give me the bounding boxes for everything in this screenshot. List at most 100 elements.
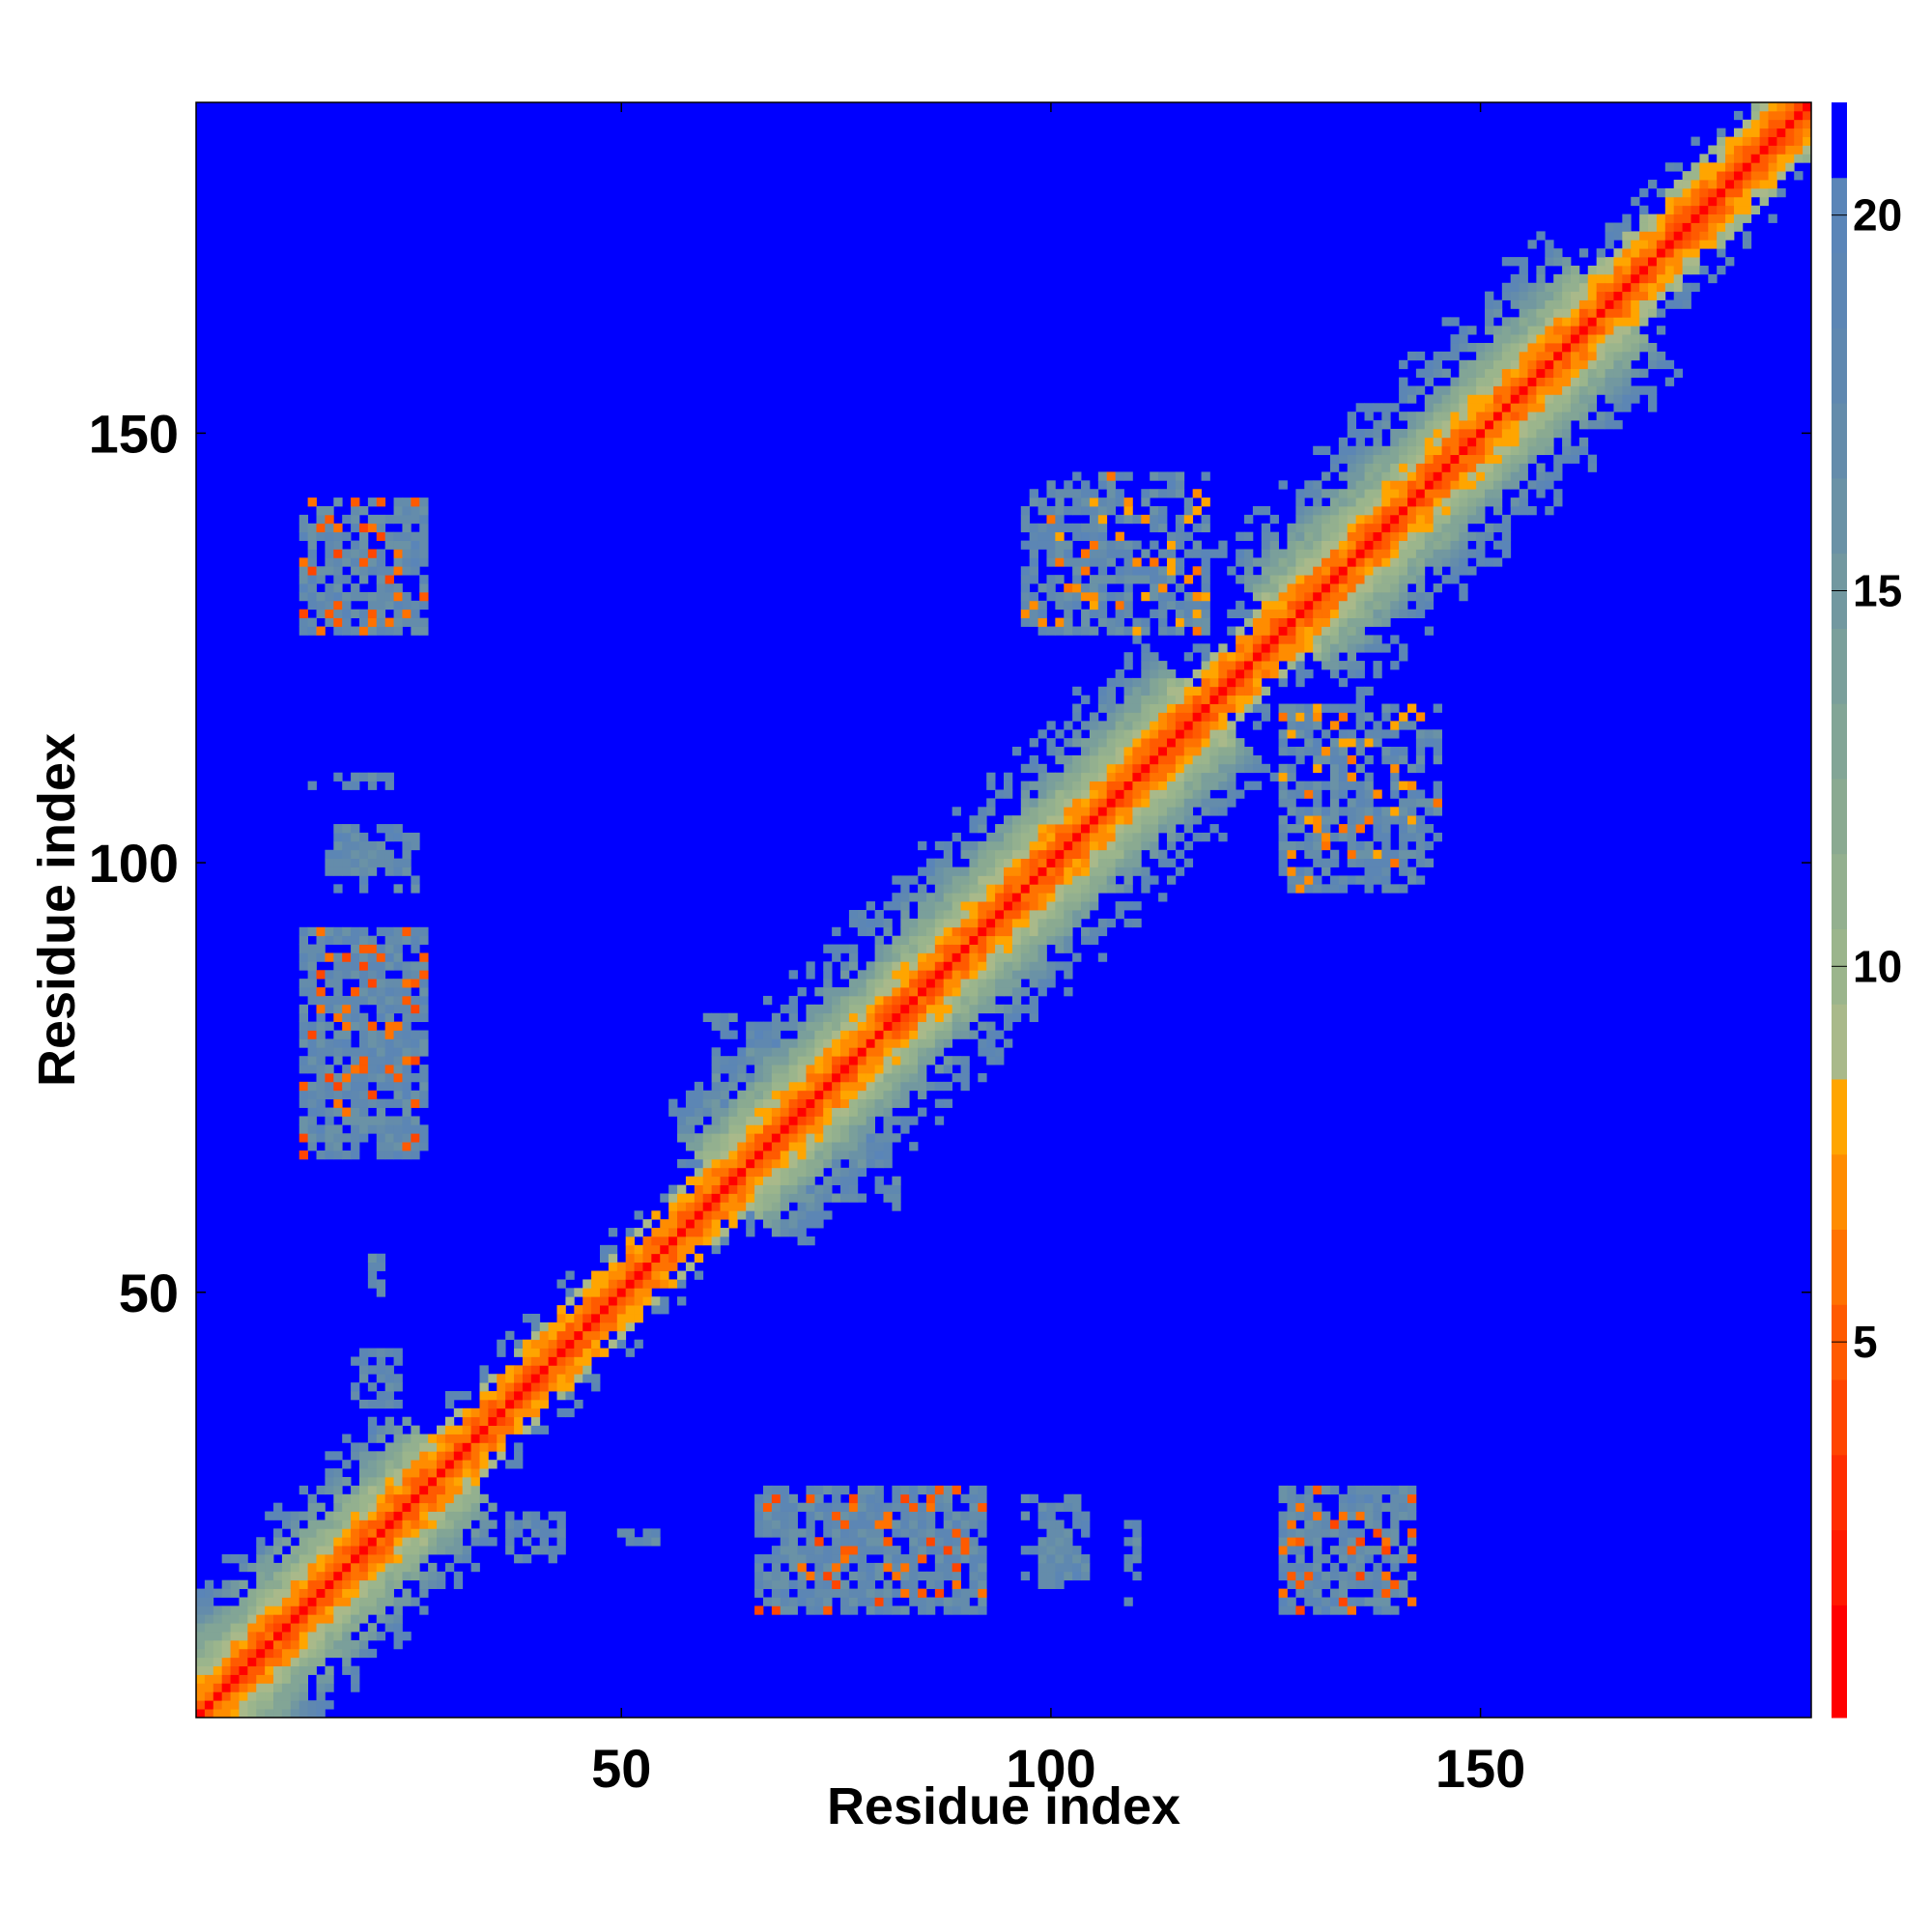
heatmap-cell	[342, 514, 352, 525]
heatmap-cell	[497, 1407, 506, 1418]
heatmap-cell	[788, 1090, 798, 1100]
heatmap-cell	[453, 1434, 464, 1443]
heatmap-cell	[1097, 557, 1108, 567]
heatmap-cell	[307, 523, 317, 533]
heatmap-cell	[1175, 754, 1185, 765]
heatmap-cell	[857, 1546, 867, 1555]
heatmap-cell	[358, 617, 369, 627]
heatmap-cell	[1338, 781, 1349, 790]
heatmap-cell	[1321, 867, 1331, 876]
heatmap-cell	[1329, 884, 1340, 894]
heatmap-cell	[1175, 523, 1185, 533]
heatmap-cell	[1089, 626, 1099, 636]
heatmap-cell	[1304, 875, 1314, 885]
heatmap-cell	[358, 1072, 369, 1083]
heatmap-cell	[419, 987, 429, 997]
heatmap-cell	[497, 1391, 506, 1401]
heatmap-cell	[600, 1348, 610, 1357]
heatmap-cell	[1373, 557, 1382, 567]
heatmap-cell	[591, 1374, 601, 1383]
heatmap-cell	[1287, 1528, 1296, 1538]
heatmap-cell	[1278, 557, 1288, 567]
heatmap-cell	[1097, 832, 1108, 842]
heatmap-cell	[909, 1038, 919, 1048]
heatmap-cell	[1407, 1571, 1417, 1581]
heatmap-cell	[1089, 557, 1099, 567]
heatmap-cell	[702, 1142, 713, 1151]
heatmap-cell	[840, 1511, 850, 1520]
heatmap-cell	[668, 1210, 678, 1220]
heatmap-cell	[1081, 901, 1091, 911]
heatmap-cell	[514, 1520, 524, 1529]
heatmap-cell	[1132, 858, 1142, 867]
heatmap-cell	[1192, 798, 1202, 808]
heatmap-cell	[1011, 867, 1022, 876]
heatmap-cell	[1321, 824, 1331, 834]
heatmap-cell	[677, 1219, 687, 1229]
heatmap-cell	[874, 1098, 884, 1108]
heatmap-cell	[978, 1571, 987, 1581]
heatmap-cell	[316, 935, 326, 945]
heatmap-cell	[883, 1056, 893, 1065]
heatmap-cell	[780, 1588, 790, 1598]
heatmap-cell	[522, 1399, 532, 1409]
heatmap-cell	[1132, 772, 1142, 781]
heatmap-cell	[1011, 987, 1022, 997]
heatmap-cell	[213, 1632, 223, 1641]
heatmap-cell	[1175, 600, 1185, 611]
heatmap-cell	[1313, 540, 1322, 550]
heatmap-cell	[1081, 884, 1091, 894]
heatmap-cell	[1166, 703, 1177, 713]
heatmap-cell	[351, 1537, 360, 1547]
heatmap-cell	[402, 1451, 412, 1461]
heatmap-cell	[1064, 1571, 1073, 1581]
heatmap-cell	[771, 1116, 781, 1125]
heatmap-cell	[1029, 523, 1038, 533]
heatmap-cell	[1046, 591, 1056, 602]
heatmap-cell	[1046, 781, 1056, 790]
heatmap-cell	[814, 1562, 824, 1573]
heatmap-cell	[411, 1030, 420, 1039]
heatmap-cell	[402, 1090, 412, 1100]
heatmap-cell	[402, 609, 412, 619]
heatmap-cell	[918, 1012, 927, 1023]
heatmap-cell	[978, 849, 987, 860]
heatmap-cell	[351, 549, 360, 558]
heatmap-cell	[1141, 781, 1151, 790]
heatmap-cell	[960, 1605, 970, 1615]
heatmap-cell	[1338, 884, 1349, 894]
heatmap-cell	[1055, 1554, 1065, 1564]
heatmap-cell	[1364, 583, 1374, 593]
heatmap-cell	[1046, 626, 1056, 636]
heatmap-cell	[1004, 910, 1013, 920]
heatmap-cell	[1097, 480, 1108, 490]
heatmap-cell	[1141, 867, 1151, 876]
heatmap-cell	[1373, 1579, 1382, 1589]
heatmap-cell	[1183, 721, 1194, 730]
heatmap-cell	[952, 1030, 961, 1039]
heatmap-cell	[702, 1184, 713, 1194]
heatmap-cell	[848, 1511, 859, 1520]
heatmap-cell	[918, 1537, 927, 1547]
heatmap-cell	[1364, 531, 1374, 541]
heatmap-cell	[1004, 970, 1013, 980]
heatmap-cell	[1081, 549, 1091, 558]
heatmap-cell	[754, 1571, 764, 1581]
heatmap-cell	[1029, 1012, 1038, 1023]
heatmap-cell	[1081, 875, 1091, 885]
heatmap-cell	[333, 609, 343, 619]
heatmap-cell	[1441, 428, 1451, 439]
heatmap-cell	[411, 1485, 420, 1495]
heatmap-cell	[1037, 1571, 1047, 1581]
heatmap-cell	[832, 1081, 841, 1092]
heatmap-cell	[986, 798, 996, 808]
heatmap-cell	[419, 952, 429, 962]
heatmap-cell	[316, 1683, 326, 1692]
heatmap-cell	[900, 1520, 910, 1529]
heatmap-cell	[411, 1520, 420, 1529]
heatmap-cell	[376, 600, 386, 611]
heatmap-cell	[934, 840, 945, 851]
heatmap-cell	[204, 1588, 214, 1598]
heatmap-cell	[960, 1537, 970, 1547]
heatmap-cell	[1364, 729, 1374, 739]
